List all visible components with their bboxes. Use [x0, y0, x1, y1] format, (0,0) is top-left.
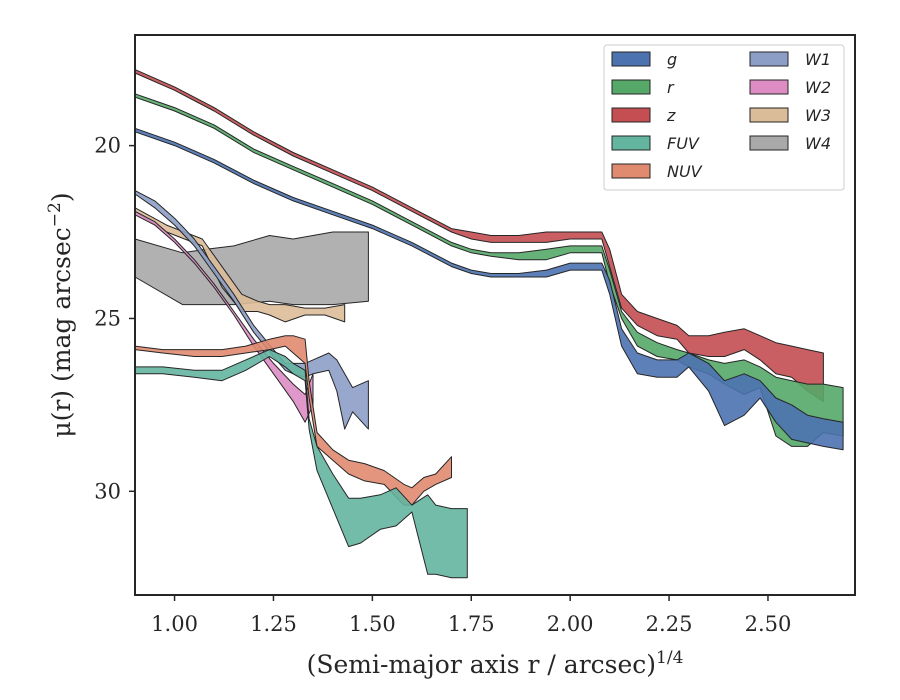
- x-tick-label: 2.00: [547, 612, 594, 636]
- legend-swatch-w2: [749, 79, 789, 95]
- x-tick-label: 1.50: [349, 612, 396, 636]
- x-axis: 1.00 1.25 1.50 1.75 2.00 2.25 2.50: [151, 595, 791, 636]
- band-g: [134, 127, 844, 451]
- legend-swatch-w3: [749, 107, 789, 123]
- legend-label-w2: W2: [805, 78, 831, 97]
- x-tick-label: 1.00: [151, 612, 198, 636]
- legend-label-z: z: [666, 106, 676, 125]
- y-tick-label: 20: [94, 134, 121, 158]
- legend-swatch-w1: [749, 51, 789, 67]
- legend-label-r: r: [667, 78, 675, 97]
- band-w1: [134, 190, 369, 430]
- band-nuv: [134, 335, 452, 506]
- legend-label-g: g: [667, 50, 677, 69]
- legend-label-w4: W4: [805, 134, 831, 153]
- x-axis-label: (Semi-major axis r / arcsec)1/4: [307, 648, 684, 679]
- y-axis: 20 25 30: [94, 134, 135, 503]
- legend-swatch-g: [611, 51, 651, 67]
- y-tick-label: 30: [94, 479, 121, 503]
- x-tick-label: 1.75: [448, 612, 495, 636]
- legend-label-nuv: NUV: [667, 162, 703, 181]
- legend-swatch-nuv: [611, 163, 651, 179]
- y-axis-label: μ(r) (mag arcsec−2): [45, 192, 76, 437]
- legend-swatch-r: [611, 79, 651, 95]
- x-tick-label: 2.50: [745, 612, 792, 636]
- legend-label-w3: W3: [805, 106, 831, 125]
- legend-swatch-w4: [749, 135, 789, 151]
- x-tick-label: 2.25: [646, 612, 693, 636]
- legend-swatch-z: [611, 107, 651, 123]
- legend-label-w1: W1: [805, 50, 831, 69]
- legend-label-fuv: FUV: [667, 134, 700, 153]
- legend-swatch-fuv: [611, 135, 651, 151]
- plot-frame: [134, 34, 856, 596]
- band-w4: [134, 231, 369, 306]
- profile-bands: [134, 69, 844, 579]
- x-tick-label: 1.25: [250, 612, 297, 636]
- band-fuv: [134, 349, 468, 579]
- legend: grz FUV NUV W1 W2 W3 W4: [603, 44, 845, 191]
- y-tick-label: 25: [94, 306, 121, 330]
